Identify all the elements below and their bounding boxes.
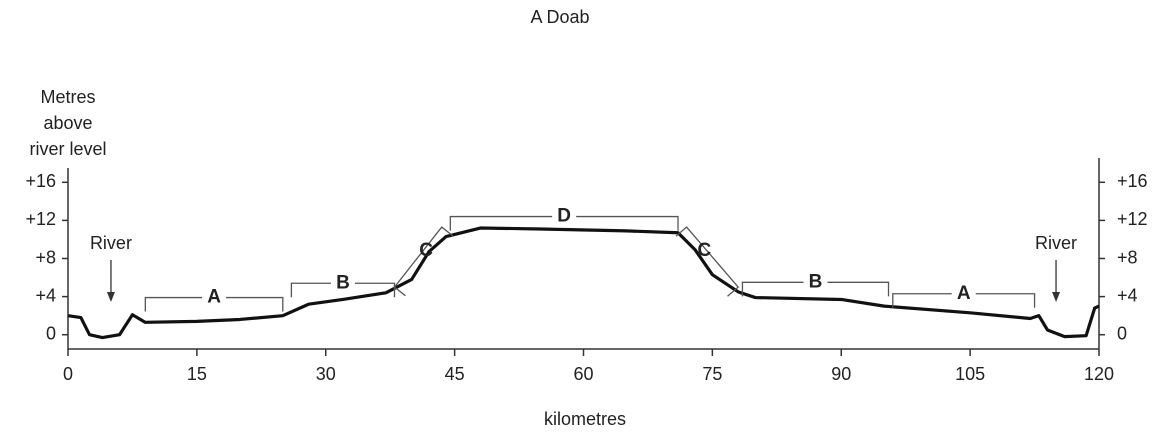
river-arrowhead	[106, 292, 115, 302]
bracket-label: C	[698, 240, 712, 261]
bracket-label: B	[336, 272, 350, 293]
x-tick-label: 30	[316, 364, 336, 384]
x-tick-label: 90	[831, 364, 851, 384]
y-tick-label-right: 0	[1117, 323, 1127, 343]
y-tick-label-right: +8	[1117, 247, 1138, 267]
river-arrowhead	[1052, 292, 1061, 302]
y-tick-label: +16	[25, 171, 56, 191]
bracket-label: B	[809, 271, 823, 292]
bracket-label-bg	[803, 271, 828, 294]
y-tick-label-right: +12	[1117, 209, 1148, 229]
x-tick-label: 75	[702, 364, 722, 384]
x-tick-label: 105	[955, 364, 985, 384]
y-axis-label: above	[43, 113, 92, 133]
bracket-label-bg	[552, 205, 577, 228]
y-tick-label-right: +16	[1117, 171, 1148, 191]
x-tick-label: 45	[445, 364, 465, 384]
x-tick-label: 0	[63, 364, 73, 384]
profile-line	[67, 226, 1100, 340]
bracket-label: C	[419, 240, 433, 261]
bracket	[675, 226, 740, 297]
bracket-label-bg	[951, 282, 976, 305]
bracket-label: A	[207, 287, 221, 308]
y-axis-label: Metres	[40, 87, 95, 107]
bracket-label: A	[957, 283, 971, 304]
y-tick-label: +4	[35, 285, 56, 305]
y-tick-label: 0	[46, 323, 56, 343]
bracket-label: D	[557, 206, 571, 227]
chart-title: A Doab	[530, 7, 589, 27]
y-tick-label: +8	[35, 247, 56, 267]
bracket-label-bg	[330, 272, 355, 295]
river-label: River	[90, 233, 132, 253]
y-axis-label: river level	[29, 139, 106, 159]
bracket-label-bg	[202, 286, 227, 309]
bracket	[393, 226, 454, 297]
x-tick-label: 60	[573, 364, 593, 384]
y-tick-label: +12	[25, 209, 56, 229]
x-axis-label: kilometres	[544, 409, 626, 429]
x-tick-label: 15	[187, 364, 207, 384]
river-label: River	[1035, 233, 1077, 253]
x-tick-label: 120	[1084, 364, 1114, 384]
y-tick-label-right: +4	[1117, 285, 1138, 305]
